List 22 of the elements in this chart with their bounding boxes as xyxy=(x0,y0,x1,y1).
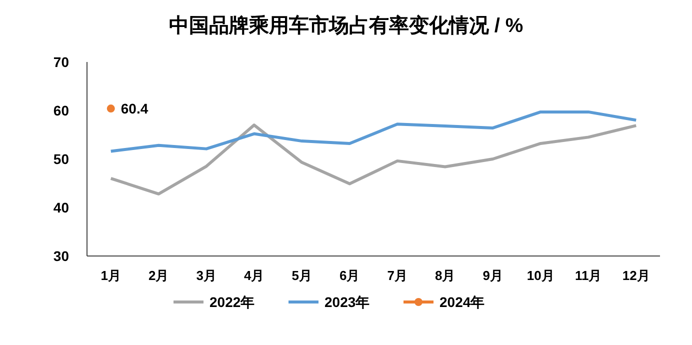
x-tick-label: 2月 xyxy=(148,268,169,283)
x-tick-label: 1月 xyxy=(100,268,121,283)
y-tick-label: 40 xyxy=(53,200,70,216)
x-tick-label: 6月 xyxy=(340,268,360,283)
x-tick-label: 7月 xyxy=(387,268,408,283)
legend-label: 2022年 xyxy=(210,294,255,310)
legend-label: 2024年 xyxy=(440,294,485,310)
x-tick-label: 12月 xyxy=(622,268,650,283)
y-tick-label: 70 xyxy=(53,54,70,70)
data-label: 60.4 xyxy=(120,100,148,117)
x-tick-label: 4月 xyxy=(244,268,264,283)
x-tick-label: 5月 xyxy=(292,268,312,283)
x-tick-label: 11月 xyxy=(575,268,602,283)
legend-label: 2023年 xyxy=(324,294,370,310)
x-tick-label: 3月 xyxy=(196,268,216,283)
chart-title: 中国品牌乘用车市场占有率变化情况 / % xyxy=(168,14,524,37)
x-tick-label: 9月 xyxy=(482,268,503,283)
y-tick-label: 50 xyxy=(53,151,70,167)
x-tick-label: 8月 xyxy=(435,268,456,283)
y-tick-label: 30 xyxy=(53,248,70,264)
y-tick-label: 60 xyxy=(53,102,70,118)
x-tick-label: 10月 xyxy=(526,268,554,283)
